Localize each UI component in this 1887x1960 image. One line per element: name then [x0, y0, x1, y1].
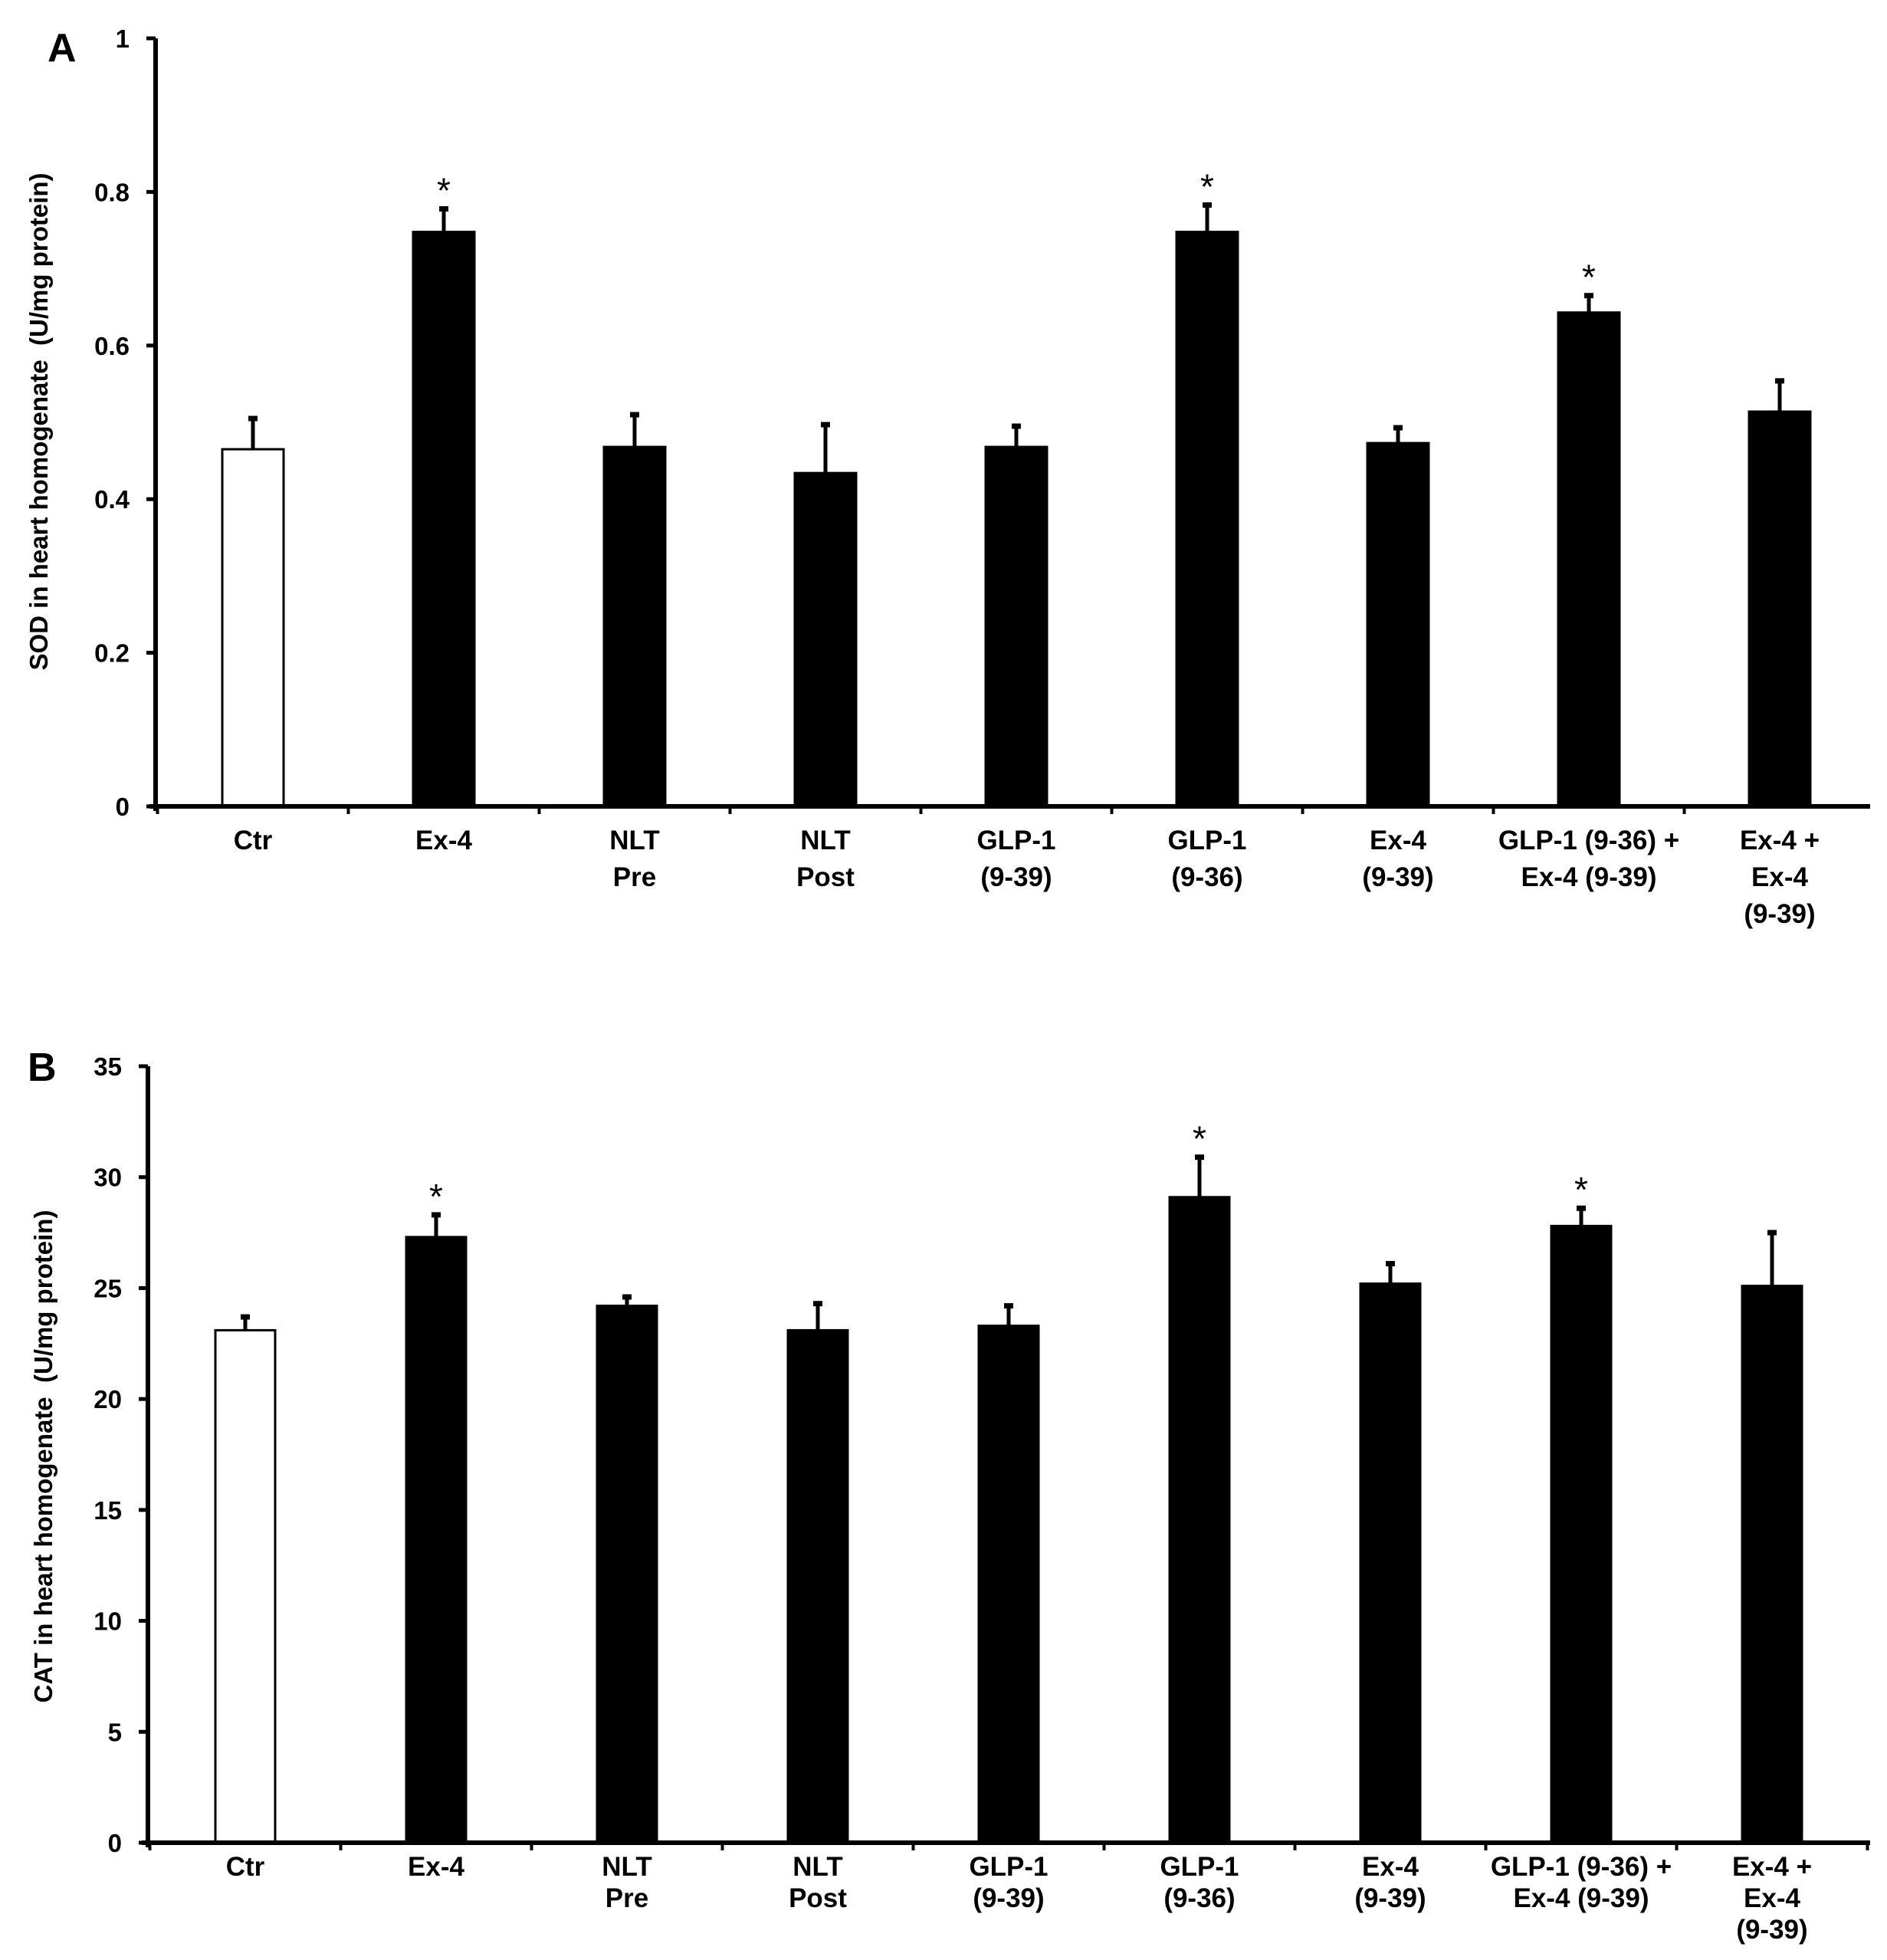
panel-b-category-label-line: NLT	[793, 1852, 842, 1882]
panel-b-category-label-line: GLP-1 (9-36) +	[1491, 1852, 1672, 1882]
panel-a-category-label-line: Ctr	[234, 826, 273, 855]
panel-a-category-label: Ctr	[234, 826, 273, 855]
panel-b-bar	[596, 1305, 658, 1844]
panel-b-category-label-line: (9-36)	[1163, 1883, 1235, 1913]
panel-a: A SOD in heart homogenate (U/mg protein)…	[25, 25, 1870, 929]
panel-a-bar	[602, 445, 667, 808]
panel-a-category-label: NLT Pre	[609, 826, 659, 892]
panel-b-category-label-line: (9-39)	[1354, 1883, 1426, 1913]
panel-b-y-tick-label: 5	[108, 1718, 122, 1746]
panel-b-category-label-line: Ex-4	[408, 1852, 464, 1882]
panel-b-category-label: NLT Pre	[602, 1852, 651, 1913]
panel-b-bar	[1168, 1196, 1231, 1844]
panel-b-bar	[214, 1328, 277, 1844]
panel-b-category-label-line: Ex-4 +	[1732, 1852, 1812, 1882]
panel-b-y-tick-label: 10	[94, 1607, 122, 1636]
panel-a-category-label-line: NLT	[800, 826, 850, 855]
panel-b-category-label: GLP-1 (9-36) + Ex-4 (9-39)	[1491, 1852, 1672, 1913]
panel-a-category-label-line: GLP-1	[1167, 826, 1246, 855]
panel-b-category-label: Ex-4 + Ex-4 (9-39)	[1732, 1852, 1812, 1945]
panel-b-category-label-line: Ex-4	[1744, 1883, 1800, 1913]
panel-a-category-label: NLT Post	[796, 826, 855, 892]
panel-a-category-label-line: (9-39)	[1744, 899, 1815, 929]
panel-a-bar	[221, 448, 285, 808]
panel-a-category-label-line: (9-36)	[1171, 862, 1242, 892]
panel-a-bar	[793, 471, 858, 808]
panel-b-bar	[405, 1236, 468, 1844]
panel-b-significance-marker: *	[1574, 1170, 1588, 1210]
panel-b-category-label: Ex-4	[408, 1852, 464, 1882]
panel-b-bar	[977, 1325, 1040, 1844]
panel-a-category-label-line: GLP-1	[976, 826, 1055, 855]
panel-b-category-label: Ex-4 (9-39)	[1354, 1852, 1426, 1913]
panel-b-letter: B	[28, 1046, 57, 1090]
panel-b-bar	[1359, 1282, 1422, 1844]
panel-a-category-label-line: GLP-1 (9-36) +	[1498, 826, 1679, 855]
panel-b-category-label: GLP-1 (9-39)	[969, 1852, 1048, 1913]
panel-a-category-label-line: Post	[796, 862, 855, 892]
panel-b-category-label-line: Ctr	[226, 1852, 265, 1882]
panel-a-category-label-line: (9-39)	[980, 862, 1052, 892]
panel-b-category-label: Ctr	[226, 1852, 265, 1882]
panel-b-y-tick-label: 25	[94, 1274, 122, 1302]
panel-b: B CAT in heart homogenate (U/mg protein)…	[28, 1046, 1870, 1945]
panel-a-category-label: Ex-4 (9-39)	[1362, 826, 1433, 892]
panel-b-category-label-line: Ex-4	[1362, 1852, 1419, 1882]
panel-a-bar	[1748, 410, 1812, 808]
panel-b-significance-marker: *	[1193, 1119, 1206, 1159]
panel-b-category-label: NLT Post	[789, 1852, 847, 1913]
panel-a-category-label: GLP-1 (9-36)	[1167, 826, 1246, 892]
panel-b-bar	[1741, 1285, 1803, 1844]
panel-b-y-tick-label: 30	[94, 1164, 122, 1192]
panel-b-y-tick-label: 0	[108, 1829, 122, 1857]
panel-a-y-tick-label: 1	[116, 25, 130, 53]
panel-b-category-label: GLP-1 (9-36)	[1160, 1852, 1239, 1913]
panel-b-category-label-line: (9-39)	[1736, 1915, 1807, 1945]
panel-a-bar	[1557, 311, 1621, 808]
panel-a-y-tick-label: 0.2	[94, 639, 130, 668]
panel-a-y-tick-label: 0.4	[94, 485, 130, 514]
panel-a-category-label-line: Ex-4 +	[1740, 826, 1820, 855]
panel-b-y-axis-title: CAT in heart homogenate (U/mg protein)	[29, 1210, 57, 1703]
panel-a-category-label-line: (9-39)	[1362, 862, 1433, 892]
panel-a-category-label: Ex-4	[415, 826, 472, 855]
panel-a-bar	[1366, 442, 1430, 808]
panel-a-category-label: GLP-1 (9-36) + Ex-4 (9-39)	[1498, 826, 1679, 892]
panel-a-category-label-line: Ex-4	[415, 826, 472, 855]
panel-b-category-label-line: Ex-4 (9-39)	[1513, 1883, 1649, 1913]
panel-b-y-tick-label: 20	[94, 1385, 122, 1413]
panel-a-significance-marker: *	[1200, 166, 1214, 206]
panel-a-category-label: GLP-1 (9-39)	[976, 826, 1055, 892]
panel-a-bar	[412, 231, 476, 808]
panel-a-bar	[1175, 231, 1239, 808]
panel-a-category-label: Ex-4 + Ex-4 (9-39)	[1740, 826, 1820, 929]
panel-a-category-label-line: Ex-4	[1751, 862, 1808, 892]
panel-a-y-axis-title: SOD in heart homogenate (U/mg protein)	[25, 172, 53, 670]
panel-a-bar	[984, 445, 1049, 808]
panel-b-category-label-line: Post	[789, 1883, 847, 1913]
panel-a-category-label-line: NLT	[609, 826, 659, 855]
panel-a-y-tick-label: 0.6	[94, 332, 130, 360]
panel-a-category-label-line: Ex-4 (9-39)	[1521, 862, 1656, 892]
panel-b-category-label-line: GLP-1	[969, 1852, 1048, 1882]
panel-b-category-label-line: GLP-1	[1160, 1852, 1239, 1882]
panel-b-bar	[1550, 1224, 1613, 1844]
panel-a-significance-marker: *	[437, 170, 451, 210]
panel-b-y-tick-label: 35	[94, 1052, 122, 1081]
panel-a-y-tick-label: 0.8	[94, 178, 130, 206]
panel-a-category-label-line: Ex-4	[1370, 826, 1426, 855]
panel-b-bar	[786, 1328, 849, 1844]
panel-b-category-label-line: Pre	[605, 1883, 648, 1913]
panel-b-category-label-line: (9-39)	[973, 1883, 1044, 1913]
panel-a-category-label-line: Pre	[613, 862, 656, 892]
panel-b-significance-marker: *	[429, 1177, 443, 1216]
panel-a-y-tick-label: 0	[116, 793, 130, 821]
panel-a-letter: A	[48, 26, 77, 71]
panel-b-y-tick-label: 15	[94, 1496, 122, 1525]
panel-b-category-label-line: NLT	[602, 1852, 651, 1882]
panel-a-significance-marker: *	[1582, 258, 1596, 297]
